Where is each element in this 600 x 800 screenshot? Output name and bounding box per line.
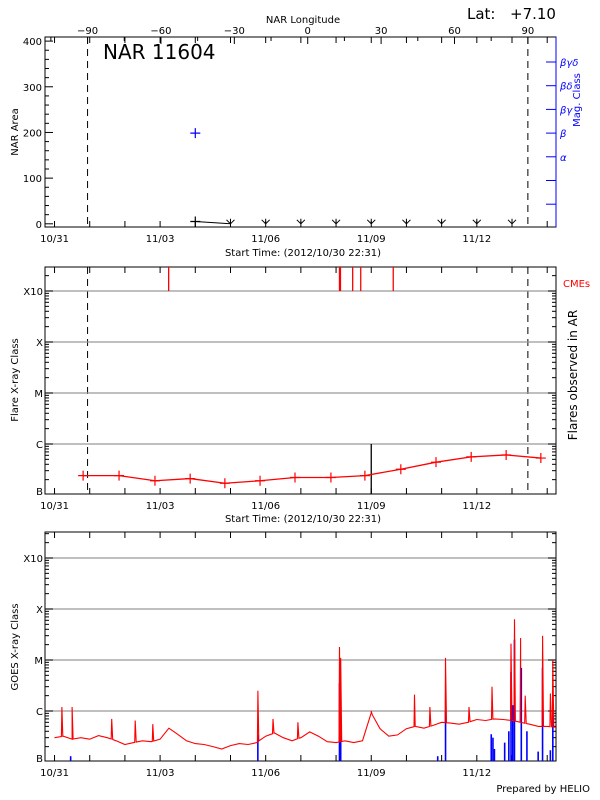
background-flux-point [149, 475, 160, 486]
area-zero-arrow [366, 218, 376, 225]
y-tick-label: M [34, 389, 43, 400]
background-flux-point [501, 449, 512, 460]
y-tick-label: X10 [23, 287, 43, 298]
area-zero-arrow [261, 218, 271, 225]
area-line [195, 221, 231, 225]
lon-tick-label: 90 [522, 26, 535, 37]
mag-class-label: βγδ [559, 58, 578, 69]
background-flux-point [359, 470, 370, 481]
goes-flux-line [54, 619, 557, 750]
lat-value: +7.10 [510, 5, 556, 23]
x-tick-label: 11/09 [357, 501, 386, 512]
mag-class-label: α [560, 153, 567, 164]
area-point [190, 216, 201, 227]
y-tick-label: 400 [23, 37, 42, 48]
background-flux-point [219, 478, 230, 489]
panel1-xlabel: Start Time: (2012/10/30 22:31) [225, 248, 381, 259]
y-tick-label: M [34, 656, 43, 667]
area-zero-arrow [437, 218, 446, 225]
background-flux-point [431, 457, 442, 468]
panel2-xlabel: Start Time: (2012/10/30 22:31) [225, 514, 381, 525]
background-flux-point [78, 470, 89, 481]
lon-tick-label: −60 [150, 26, 171, 37]
x-tick-label: 11/09 [357, 234, 386, 245]
x-tick-label: 11/06 [251, 234, 280, 245]
lon-tick-label: −30 [224, 26, 245, 37]
background-flux-point [535, 453, 546, 464]
y-tick-label: X10 [23, 554, 43, 565]
goes-class-axis-label: GOES X-ray Class [10, 603, 21, 690]
lon-tick-label: −90 [77, 26, 98, 37]
background-flux-point [185, 473, 196, 484]
y-tick-label: C [36, 707, 43, 718]
x-tick-label: 11/12 [462, 501, 491, 512]
lon-tick-label: 60 [448, 26, 461, 37]
lon-tick-label: 0 [305, 26, 311, 37]
area-zero-arrow [402, 218, 411, 225]
mag-class-point [190, 128, 201, 139]
area-zero-arrow [296, 218, 306, 225]
x-tick-label: 10/31 [40, 501, 69, 512]
y-tick-label: 300 [23, 83, 42, 94]
y-tick-label: X [36, 338, 43, 349]
background-flux-point [395, 464, 406, 475]
background-flux-point [466, 451, 477, 462]
x-tick-label: 10/31 [40, 768, 69, 779]
x-tick-label: 10/31 [40, 234, 69, 245]
mag-class-label: βδ [559, 82, 573, 93]
y-tick-label: 200 [23, 128, 42, 139]
background-flux-point [114, 470, 125, 481]
x-tick-label: 11/03 [146, 501, 175, 512]
x-tick-label: 11/03 [146, 768, 175, 779]
x-tick-label: 11/09 [357, 768, 386, 779]
background-flux-point [255, 475, 266, 486]
flare-class-axis-label: Flare X-ray Class [10, 338, 21, 422]
prepared-by-label: Prepared by HELIO [496, 784, 590, 795]
area-zero-arrow [226, 218, 235, 225]
plot-frame [44, 531, 557, 762]
mag-class-label: β [559, 129, 567, 140]
y-tick-label: B [36, 487, 43, 498]
x-tick-label: 11/12 [462, 234, 491, 245]
x-tick-label: 11/06 [251, 501, 280, 512]
lat-label: Lat: [467, 5, 495, 23]
lon-tick-label: 30 [375, 26, 388, 37]
x-tick-label: 11/03 [146, 234, 175, 245]
y-tick-label: 0 [36, 220, 42, 231]
y-tick-label: B [36, 754, 43, 765]
cme-label: CMEs [563, 279, 590, 290]
nar-longitude-label: NAR Longitude [266, 15, 340, 26]
area-zero-arrow [472, 218, 482, 225]
plot-frame [44, 36, 557, 228]
background-flux-line [83, 454, 541, 484]
x-tick-label: 11/06 [251, 768, 280, 779]
background-flux-point [290, 472, 301, 483]
region-title: NAR 11604 [103, 40, 216, 64]
plot-frame [44, 266, 557, 495]
x-tick-label: 11/12 [462, 768, 491, 779]
area-zero-arrow [331, 218, 341, 225]
y-tick-label: X [36, 605, 43, 616]
y-tick-label: C [36, 440, 43, 451]
nar-area-axis-label: NAR Area [10, 108, 21, 155]
area-zero-arrow [507, 218, 517, 225]
flares-observed-axis-label: Flares observed in AR [566, 310, 580, 440]
y-tick-label: 100 [23, 174, 42, 185]
background-flux-point [325, 472, 336, 483]
mag-class-label: βγ [559, 105, 573, 116]
mag-class-axis-label: Mag. Class [572, 73, 583, 127]
